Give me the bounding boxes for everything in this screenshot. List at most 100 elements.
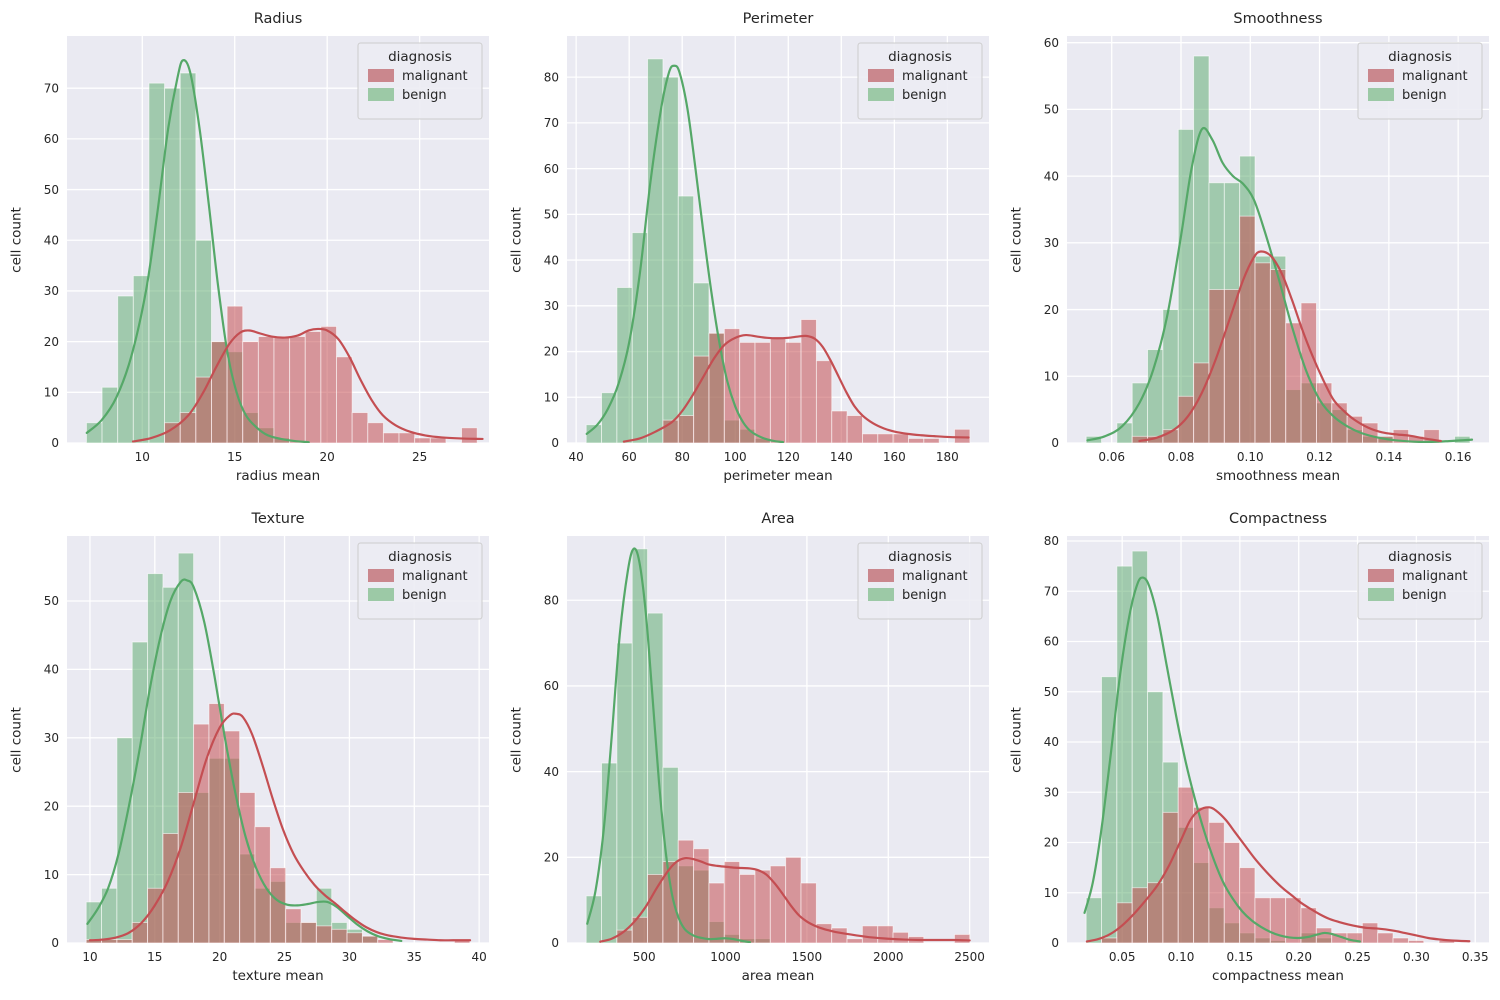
x-tick-label: 2000 [873, 950, 904, 964]
benign-kde-line [1083, 576, 1362, 943]
x-tick-label: 0.25 [1344, 950, 1371, 964]
legend-label-benign: benign [902, 88, 947, 103]
x-tick-label: 25 [412, 450, 427, 464]
subplot-texture: 10 15 20 25 30 35 40 0 10 20 30 40 50 diagnosis malign… [0, 500, 500, 1000]
legend-swatch-benign [868, 588, 894, 601]
x-tick-label: 120 [777, 450, 800, 464]
malignant-bars [616, 839, 971, 943]
legend-swatch-benign [868, 88, 894, 101]
legend-label-malignant: malignant [902, 569, 968, 584]
benign-bar [179, 72, 197, 443]
chart-title: Compactness [1228, 511, 1328, 527]
y-tick-label: 10 [1044, 886, 1059, 900]
malignant-bar [273, 336, 291, 443]
y-tick-label: 30 [1044, 785, 1059, 799]
y-tick-label: 20 [544, 345, 559, 359]
subplot-radius: 10 15 20 25 0 10 20 30 40 50 60 70 diagnosis malignan… [0, 0, 500, 500]
legend: diagnosis malignant benign [357, 542, 483, 620]
benign-bar [147, 573, 164, 943]
plot-contents [85, 552, 472, 943]
y-tick-label: 40 [44, 663, 59, 677]
malignant-bar [398, 432, 416, 443]
y-tick-label: 0 [1051, 936, 1059, 950]
malignant-bar [1162, 811, 1179, 943]
y-tick-label: 20 [1044, 303, 1059, 317]
malignant-bar [257, 336, 275, 443]
malignant-bar [647, 874, 664, 943]
malignant-bar [708, 882, 725, 943]
subplot-perimeter: 40 60 80 100 120 140 160 180 0 10 20 30 40 50 60 70 80 di… [500, 0, 1000, 500]
y-tick-label: 40 [544, 253, 559, 267]
malignant-bar [1254, 897, 1271, 943]
malignant-bar [1285, 322, 1302, 443]
malignant-bar [677, 415, 695, 443]
y-tick-label: 0 [51, 436, 59, 450]
x-tick-labels: 0.05 0.10 0.15 0.20 0.25 0.30 0.35 [1109, 950, 1489, 964]
malignant-bars [85, 703, 471, 943]
malignant-bar [1300, 302, 1317, 443]
chart-title: Radius [253, 11, 303, 27]
malignant-bar [877, 433, 894, 443]
x-tick-label: 20 [212, 950, 227, 964]
malignant-bar [208, 703, 225, 943]
y-tick-label: 60 [1044, 36, 1059, 50]
compactness-plot-svg: 0.05 0.10 0.15 0.20 0.25 0.30 0.35 0 10 20 30 40 50 6… [1044, 534, 1489, 964]
x-axis-label: smoothness mean [1215, 468, 1341, 484]
malignant-bar [754, 341, 771, 443]
malignant-bar [1131, 887, 1148, 943]
x-tick-label: 10 [135, 450, 150, 464]
malignant-bar [954, 933, 971, 943]
y-tick-label: 70 [1044, 584, 1059, 598]
y-tick-label: 50 [1044, 103, 1059, 117]
y-tick-labels: 0 10 20 30 40 50 60 70 80 [544, 70, 559, 450]
legend-swatch-malignant [368, 569, 394, 582]
y-tick-label: 50 [44, 183, 59, 197]
malignant-bar [1177, 786, 1195, 943]
malignant-bar [361, 935, 379, 943]
y-tick-label: 30 [44, 284, 59, 298]
malignant-bar [800, 882, 817, 943]
malignant-bar [1377, 932, 1394, 943]
x-tick-label: 0.08 [1168, 450, 1195, 464]
perimeter-plot-svg: 40 60 80 100 120 140 160 180 0 10 20 30 40 50 60 70 80 di… [544, 36, 989, 464]
malignant-bar [226, 305, 244, 443]
chart-title: Area [761, 511, 795, 527]
benign-kde-line [586, 547, 752, 943]
malignant-bar [1315, 927, 1333, 943]
subplot-compactness: 0.05 0.10 0.15 0.20 0.25 0.30 0.35 0 10 20 30 40 50 6… [1000, 500, 1500, 1000]
legend-label-benign: benign [402, 588, 447, 603]
legend-swatch-benign [368, 588, 394, 601]
malignant-bar [382, 432, 400, 443]
malignant-bar [923, 437, 940, 443]
x-axis-label: texture mean [232, 968, 324, 984]
x-tick-label: 40 [569, 450, 584, 464]
y-tick-label: 60 [544, 679, 559, 693]
y-tick-label: 20 [44, 799, 59, 813]
malignant-bar [831, 927, 848, 943]
malignant-bar [223, 730, 241, 943]
x-tick-label: 15 [227, 450, 242, 464]
y-tick-label: 70 [544, 116, 559, 130]
x-tick-label: 25 [277, 950, 292, 964]
legend: diagnosis malignant benign [1357, 542, 1483, 620]
x-tick-label: 0.14 [1376, 450, 1403, 464]
malignant-bar [351, 412, 369, 443]
y-axis-label: cell count [8, 207, 25, 273]
malignant-bar [414, 437, 431, 443]
legend-title: diagnosis [888, 549, 952, 565]
y-tick-label: 30 [544, 299, 559, 313]
smoothness-plot-svg: 0.06 0.08 0.10 0.12 0.14 0.16 0 10 20 30 40 50 60 dia… [1044, 36, 1489, 464]
y-tick-label: 40 [44, 233, 59, 247]
malignant-bar [908, 437, 925, 443]
y-tick-label: 60 [544, 162, 559, 176]
x-tick-labels: 10 15 20 25 [135, 450, 428, 464]
malignant-bar [461, 427, 478, 443]
legend-swatch-malignant [1368, 569, 1394, 582]
x-tick-labels: 0.06 0.08 0.10 0.12 0.14 0.16 [1098, 450, 1471, 464]
benign-bar [662, 76, 679, 443]
y-tick-label: 10 [44, 868, 59, 882]
malignant-bar [815, 360, 833, 443]
legend-label-benign: benign [1402, 588, 1447, 603]
y-tick-labels: 0 10 20 30 40 50 [44, 594, 59, 950]
x-tick-label: 140 [830, 450, 853, 464]
